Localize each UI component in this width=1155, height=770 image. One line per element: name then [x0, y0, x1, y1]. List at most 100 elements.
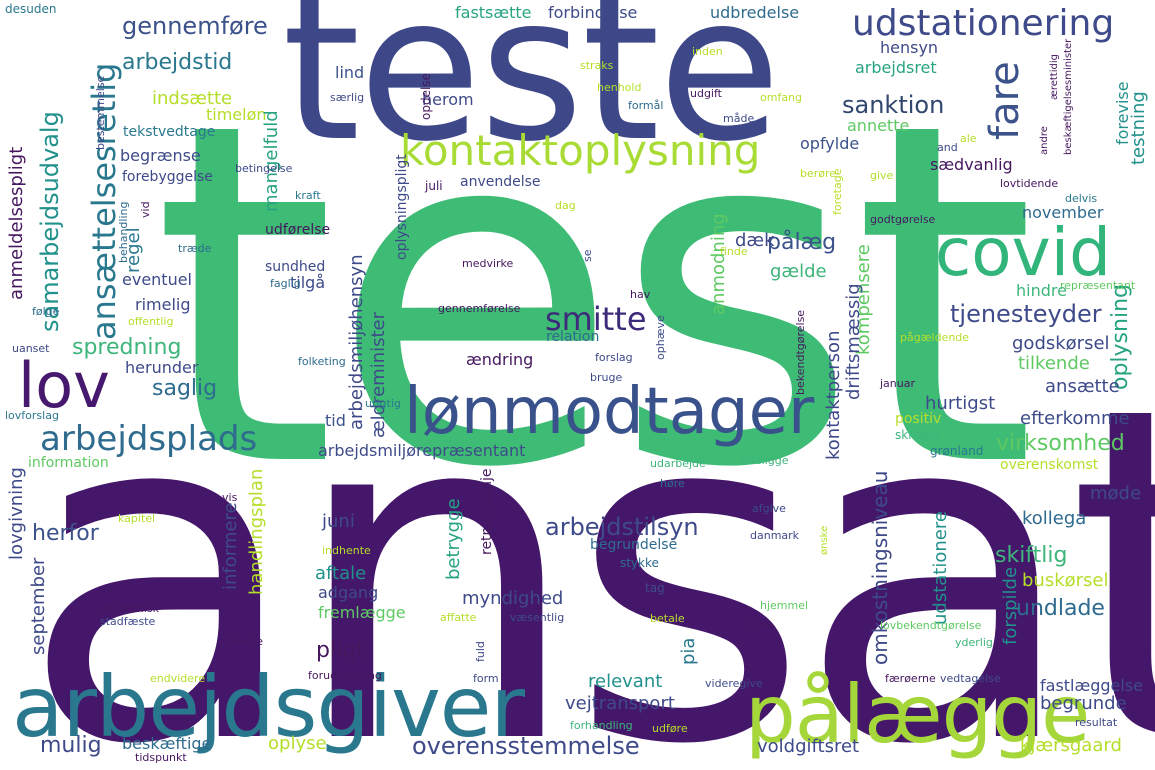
cloud-word-udstationering: udstationering	[852, 3, 1115, 44]
cloud-word-buskorsel: buskørsel	[1022, 570, 1109, 591]
cloud-word-retningslinje: retningslinje	[479, 468, 495, 555]
cloud-word-afholde: afholde	[678, 74, 720, 87]
cloud-word-skiftlig: skiftlig	[995, 543, 1068, 568]
cloud-word-handlingsplan: handlingsplan	[246, 468, 267, 595]
cloud-word-begrundelse: begrundelse	[590, 537, 678, 553]
cloud-word-afgive: afgive	[752, 502, 786, 515]
cloud-word-godtgorelse: godtgørelse	[870, 213, 936, 226]
cloud-word-overenskomst: overenskomst	[1000, 457, 1099, 473]
cloud-word-made: måde	[723, 112, 755, 125]
cloud-word-omfang: omfang	[760, 91, 803, 104]
cloud-word-saerlig: særlig	[330, 91, 365, 104]
cloud-word-videregive: videregive	[705, 677, 763, 690]
cloud-word-gronland: grønland	[930, 444, 984, 458]
cloud-word-adgang: adgang	[318, 583, 379, 602]
cloud-word-bestemmelse: bestemmelse	[94, 75, 107, 150]
cloud-word-juni: juni	[322, 511, 355, 532]
cloud-word-saedvanlig: sædvanlig	[930, 155, 1013, 174]
cloud-word-anmeldelsespligt: anmeldelsespligt	[6, 146, 27, 300]
cloud-word-indhente: indhente	[322, 544, 371, 557]
cloud-word-fastlaeggelse: fastlæggelse	[1040, 676, 1143, 695]
cloud-word-naevne: nævne	[225, 635, 264, 648]
cloud-word-mulig: mulig	[40, 733, 102, 758]
cloud-word-give: give	[870, 169, 894, 182]
cloud-word-aerettidig: ærettidig	[1049, 54, 1060, 100]
cloud-word-information: information	[28, 455, 109, 471]
cloud-word-september: september	[28, 557, 49, 655]
cloud-word-lovbekendtgorelse: lovbekendtgørelse	[880, 619, 982, 632]
cloud-word-hore: høre	[660, 477, 685, 490]
cloud-word-fastsaette: fastsætte	[455, 3, 532, 22]
cloud-word-gennemforelse: gennemførelse	[438, 302, 521, 315]
cloud-word-aendring: ændring	[466, 350, 534, 369]
cloud-word-hav: hav	[630, 288, 651, 301]
cloud-word-bruge: bruge	[590, 371, 623, 384]
cloud-word-tilkende: tilkende	[1018, 353, 1090, 374]
cloud-word-desuden: desuden	[5, 2, 57, 16]
cloud-word-beskaeftige: beskæftige	[122, 734, 212, 753]
cloud-word-lovgivning: lovgivning	[6, 467, 27, 560]
cloud-word-vejtransport: vejtransport	[565, 693, 675, 714]
cloud-word-oplysning: oplysning	[1108, 284, 1133, 390]
cloud-word-folketing: folketing	[298, 355, 346, 368]
cloud-word-hensyn: hensyn	[880, 38, 939, 57]
cloud-word-tidspunkt: tidspunkt	[135, 751, 187, 764]
cloud-word-form: form	[473, 672, 499, 685]
cloud-word-fuld: fuld	[474, 641, 487, 662]
cloud-word-udgift: udgift	[690, 87, 722, 100]
cloud-word-palaegge: pålægge	[745, 668, 1090, 761]
cloud-word-pia: pia	[678, 637, 699, 665]
cloud-word-fremlaegge: fremlægge	[318, 603, 406, 622]
cloud-word-betingelse: betingelse	[235, 162, 293, 175]
cloud-word-kontaktperson: kontaktperson	[823, 330, 844, 460]
cloud-word-forebyggelse: forebyggelse	[122, 169, 213, 185]
cloud-word-saglig: saglig	[152, 376, 218, 401]
cloud-word-forhandling: forhandling	[570, 719, 633, 732]
cloud-word-urigtig: urigtig	[365, 397, 401, 410]
cloud-word-tekstvedtage: tekstvedtage	[123, 124, 216, 140]
cloud-word-relevant: relevant	[588, 671, 663, 692]
cloud-word-yderlig: yderlig	[955, 636, 993, 649]
cloud-word-vaesentlig: væsentlig	[510, 611, 565, 624]
cloud-word-opfylde: opfylde	[800, 134, 860, 153]
cloud-word-uanset: uanset	[12, 342, 50, 355]
cloud-word-indsaette: indsætte	[152, 88, 233, 109]
cloud-word-berore: berøre	[800, 167, 837, 180]
cloud-word-smitte: smitte	[545, 300, 647, 338]
cloud-word-opdelse: opdelse	[419, 73, 433, 120]
cloud-word-mode: møde	[1090, 483, 1142, 504]
cloud-word-herom: herom	[422, 90, 474, 109]
cloud-word-hjemmel: hjemmel	[760, 599, 809, 612]
cloud-word-vis: vis	[222, 491, 238, 504]
cloud-word-forevise: forevise	[1113, 81, 1132, 145]
cloud-word-pligt: pligt	[316, 638, 365, 663]
cloud-word-herfor: herfor	[32, 521, 99, 546]
cloud-word-hurtigst: hurtigst	[925, 393, 996, 414]
cloud-word-affatte: affatte	[440, 611, 477, 624]
cloud-word-henhold: henhold	[597, 81, 642, 94]
cloud-word-lonmodtager: lønmodtager	[404, 375, 815, 449]
cloud-word-udstationere: udstationere	[930, 511, 951, 625]
cloud-word-overensstemmelse: overensstemmelse	[412, 732, 640, 760]
cloud-word-rimelig: rimelig	[135, 295, 191, 314]
cloud-word-arbejdsgiver: arbejdsgiver	[12, 658, 525, 756]
cloud-word-efterkomme: efterkomme	[1020, 408, 1130, 429]
cloud-word-tilga: tilgå	[290, 273, 326, 292]
cloud-word-stykke: stykke	[620, 556, 659, 570]
cloud-word-aftale: aftale	[315, 563, 367, 584]
cloud-word-begraense: begrænse	[120, 146, 201, 165]
cloud-word-gennemfore: gennemføre	[122, 12, 268, 40]
cloud-word-straks: straks	[580, 59, 614, 72]
cloud-word-eventuel: eventuel	[122, 270, 192, 289]
cloud-word-lovforslag: lovforslag	[5, 409, 59, 422]
cloud-word-ophaeve: ophæve	[654, 315, 667, 360]
cloud-word-udarbejde: udarbejde	[650, 457, 706, 470]
cloud-word-undlade: undlade	[1016, 596, 1105, 621]
cloud-word-vid: vid	[139, 201, 152, 218]
cloud-word-udfore: udføre	[652, 722, 688, 735]
cloud-word-unde: unde	[745, 618, 773, 631]
cloud-word-kraft: kraft	[295, 189, 321, 202]
cloud-word-anvendelse: anvendelse	[460, 174, 541, 190]
cloud-word-endvidere: endvidere	[150, 672, 206, 685]
